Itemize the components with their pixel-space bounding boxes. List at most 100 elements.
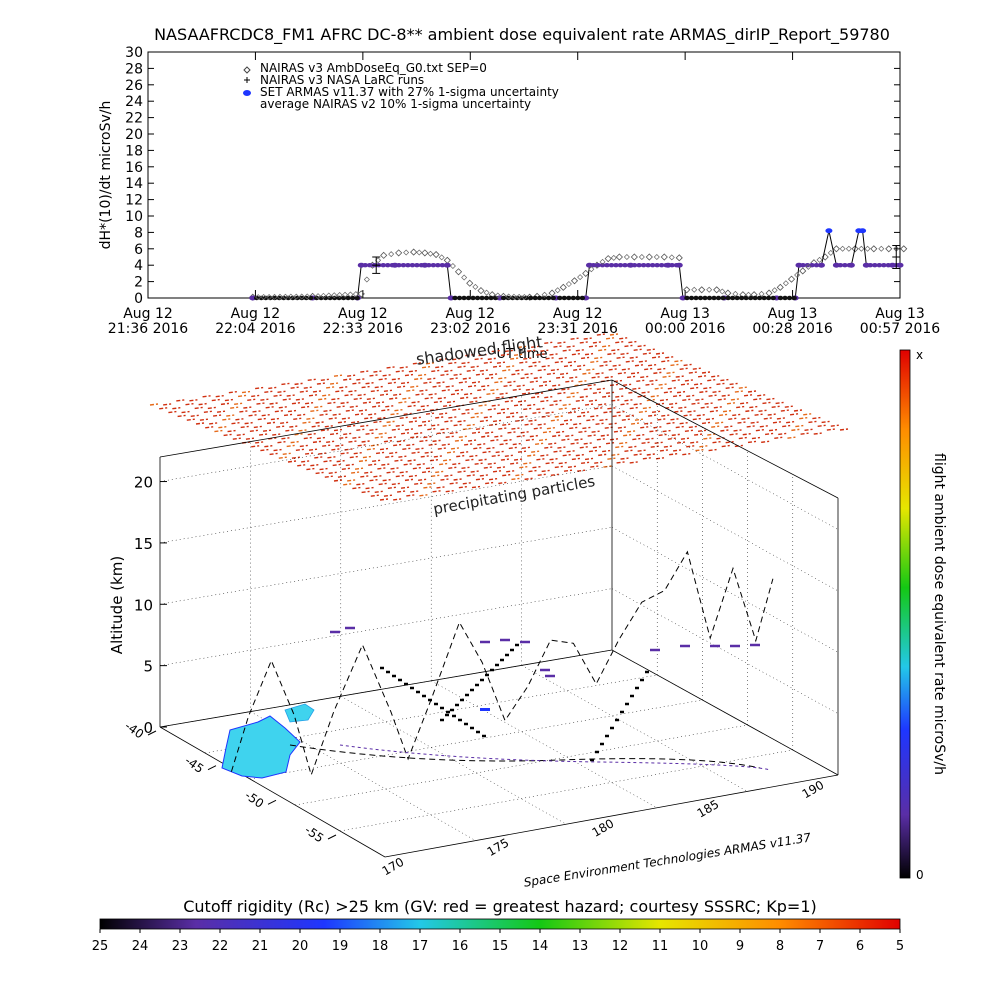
- precip-mark: [453, 373, 462, 376]
- data-point-diamond: [347, 291, 354, 298]
- precip-mark: [690, 441, 699, 444]
- precip-mark: [544, 446, 553, 449]
- precip-mark: [738, 386, 747, 389]
- precip-mark: [617, 426, 626, 429]
- data-point-dot: [327, 295, 333, 301]
- precip-mark: [461, 361, 470, 365]
- precip-mark: [721, 444, 730, 448]
- precip-mark: [616, 461, 625, 464]
- grid-line: [339, 749, 793, 832]
- precip-mark: [336, 405, 345, 408]
- precip-mark: [515, 473, 524, 477]
- error-bar: [892, 245, 901, 269]
- precip-mark: [799, 416, 808, 420]
- cbar-tick-label: 19: [332, 939, 349, 954]
- precip-mark: [525, 388, 534, 391]
- data-point-dot: [557, 295, 563, 301]
- data-point-dot: [711, 295, 717, 301]
- precip-mark: [592, 446, 602, 449]
- precip-mark: [513, 403, 523, 407]
- data-point-dot: [396, 263, 402, 268]
- precip-mark: [663, 390, 672, 394]
- precip-mark: [282, 452, 291, 456]
- precip-mark: [391, 377, 400, 381]
- precip-mark: [653, 371, 662, 375]
- precip-mark: [527, 454, 536, 457]
- precip-mark: [523, 357, 532, 360]
- precip-mark: [378, 377, 387, 381]
- z-tick-label: 15: [134, 535, 153, 553]
- precip-mark: [653, 426, 662, 429]
- precip-mark: [625, 360, 634, 363]
- precip-mark: [616, 410, 625, 414]
- box-edge: [611, 649, 839, 776]
- data-point-diamond: [604, 255, 612, 263]
- precip-mark: [679, 367, 688, 370]
- data-point-diamond: [260, 294, 267, 301]
- precip-mark: [332, 413, 341, 416]
- precip-mark: [256, 402, 265, 405]
- precip-mark: [421, 365, 431, 369]
- precip-mark: [523, 407, 532, 411]
- precip-mark: [386, 471, 395, 474]
- precip-mark: [624, 399, 633, 402]
- precip-mark: [216, 410, 226, 413]
- precip-mark: [666, 422, 675, 425]
- cutoff-rigidity-patch: [221, 703, 490, 779]
- precip-mark: [504, 454, 513, 457]
- precip-mark: [720, 378, 729, 382]
- data-point-dot: [881, 263, 887, 268]
- precip-mark: [498, 427, 507, 430]
- precip-mark: [531, 396, 540, 399]
- data-point-dot: [688, 295, 695, 301]
- precip-mark: [203, 410, 212, 413]
- data-point-dot: [859, 228, 867, 234]
- precip-mark: [787, 436, 796, 439]
- data-point-dot: [271, 295, 278, 301]
- precip-mark: [340, 452, 349, 455]
- precip-mark: [343, 378, 352, 381]
- precip-mark: [529, 380, 538, 383]
- precip-mark: [628, 340, 637, 344]
- precip-mark: [623, 383, 632, 387]
- precip-mark: [465, 458, 474, 462]
- data-point-diamond: [765, 289, 773, 297]
- data-point-diamond: [610, 254, 617, 261]
- precip-mark: [307, 378, 316, 382]
- precip-mark: [613, 430, 623, 433]
- precip-mark: [232, 437, 241, 440]
- precip-mark: [594, 356, 603, 360]
- precip-mark: [492, 365, 502, 368]
- precip-mark: [705, 417, 715, 421]
- precip-mark: [410, 435, 419, 439]
- y-tick-label: 28: [125, 61, 143, 77]
- precip-mark: [320, 378, 329, 381]
- precip-mark: [562, 403, 571, 406]
- precip-mark: [550, 419, 559, 422]
- precip-mark: [290, 440, 299, 444]
- precip-mark: [335, 390, 344, 393]
- precip-mark: [682, 452, 691, 456]
- data-point-dot: [617, 263, 624, 268]
- precip-mark: [587, 434, 596, 437]
- precip-mark: [328, 471, 337, 475]
- data-point-dot: [786, 295, 793, 301]
- data-point-dot: [752, 295, 758, 301]
- precip-mark: [542, 430, 552, 434]
- precip-mark: [676, 390, 686, 394]
- precip-mark: [707, 433, 716, 436]
- data-point-dot: [414, 263, 420, 268]
- data-point-diamond: [559, 283, 567, 291]
- precip-mark: [640, 375, 649, 379]
- precip-mark: [708, 394, 717, 397]
- data-point-diamond: [449, 263, 456, 270]
- precip-mark: [354, 413, 364, 416]
- precip-mark: [383, 494, 393, 497]
- precip-mark: [540, 454, 549, 457]
- data-point-diamond: [293, 293, 300, 300]
- precip-mark: [339, 436, 348, 439]
- precip-mark: [513, 353, 523, 356]
- precip-mark: [725, 440, 734, 444]
- precip-mark: [670, 418, 679, 421]
- cbar-tick-label: 23: [172, 939, 189, 954]
